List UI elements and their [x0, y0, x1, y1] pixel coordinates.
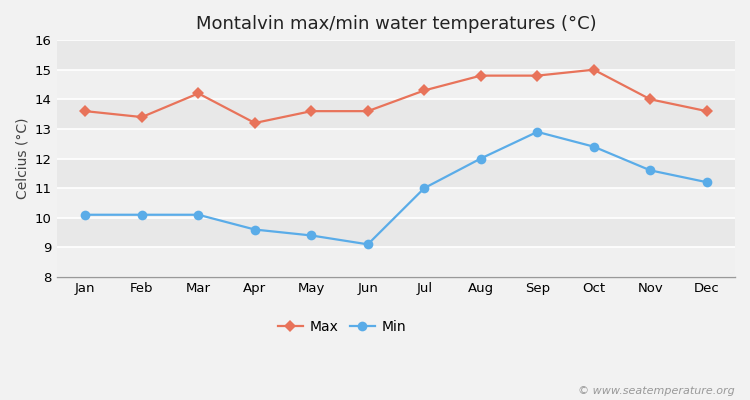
- Min: [420, 186, 429, 190]
- Max: [476, 73, 485, 78]
- Min: [307, 233, 316, 238]
- Min: [702, 180, 711, 184]
- Min: [646, 168, 655, 173]
- Max: [702, 109, 711, 114]
- Min: [137, 212, 146, 217]
- Min: [363, 242, 372, 247]
- Title: Montalvin max/min water temperatures (°C): Montalvin max/min water temperatures (°C…: [196, 15, 596, 33]
- Bar: [57, 129, 735, 158]
- Bar: [57, 247, 735, 277]
- Min: [532, 130, 542, 134]
- Bar: [57, 188, 735, 218]
- Min: [194, 212, 202, 217]
- Min: [476, 156, 485, 161]
- Max: [194, 91, 202, 96]
- Max: [137, 115, 146, 120]
- Max: [420, 88, 429, 93]
- Max: [590, 67, 598, 72]
- Max: [532, 73, 542, 78]
- Max: [81, 109, 90, 114]
- Max: [646, 97, 655, 102]
- Max: [307, 109, 316, 114]
- Min: [590, 144, 598, 149]
- Line: Min: Min: [80, 127, 712, 249]
- Max: [251, 120, 260, 125]
- Line: Max: Max: [81, 66, 711, 127]
- Y-axis label: Celcius (°C): Celcius (°C): [15, 118, 29, 199]
- Min: [251, 227, 260, 232]
- Legend: Max, Min: Max, Min: [272, 315, 412, 340]
- Max: [363, 109, 372, 114]
- Bar: [57, 70, 735, 99]
- Text: © www.seatemperature.org: © www.seatemperature.org: [578, 386, 735, 396]
- Min: [81, 212, 90, 217]
